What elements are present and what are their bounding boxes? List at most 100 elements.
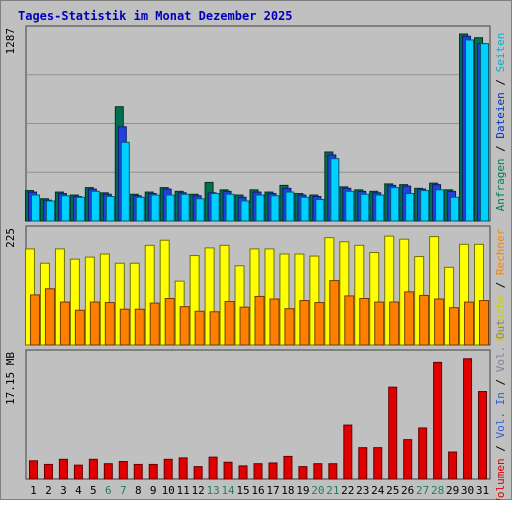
bar-seiten-day-12 bbox=[195, 198, 205, 222]
bar-seiten-day-8 bbox=[135, 196, 145, 222]
bar-rechner-day-9 bbox=[149, 302, 160, 346]
bar-rechner-day-11 bbox=[179, 306, 190, 346]
bar-volumen-day-9 bbox=[148, 463, 158, 480]
bar-volumen-day-1 bbox=[28, 460, 38, 480]
bar-seiten-day-31 bbox=[480, 43, 490, 222]
day-label-1: 1 bbox=[30, 484, 37, 497]
bar-rechner-day-18 bbox=[284, 308, 295, 346]
bar-volumen-day-2 bbox=[43, 463, 53, 480]
bar-volumen-day-24 bbox=[373, 447, 383, 480]
bar-volumen-day-18 bbox=[283, 455, 293, 480]
day-label-24: 24 bbox=[371, 484, 385, 497]
bar-seiten-day-30 bbox=[465, 39, 475, 222]
day-label-20: 20 bbox=[311, 484, 324, 497]
bar-volumen-day-5 bbox=[88, 458, 98, 480]
bar-seiten-day-18 bbox=[285, 191, 295, 222]
panel-2-legend: Besuche / Rechner bbox=[494, 228, 507, 341]
panel-2-max-label: 225 bbox=[4, 228, 17, 248]
bar-rechner-day-8 bbox=[134, 308, 145, 346]
day-label-26: 26 bbox=[401, 484, 414, 497]
bar-seiten-day-6 bbox=[105, 196, 115, 222]
day-label-25: 25 bbox=[386, 484, 399, 497]
bar-rechner-day-14 bbox=[224, 301, 235, 346]
bar-seiten-day-25 bbox=[390, 187, 400, 222]
legend-vol-out: Vol. Out bbox=[494, 319, 507, 372]
bar-rechner-day-10 bbox=[164, 297, 175, 346]
day-label-30: 30 bbox=[461, 484, 474, 497]
day-label-2: 2 bbox=[45, 484, 52, 497]
bar-seiten-day-15 bbox=[240, 200, 250, 222]
panel-1-legend: Anfragen / Dateien / Seiten bbox=[494, 33, 507, 212]
day-label-11: 11 bbox=[177, 484, 190, 497]
bar-seiten-day-9 bbox=[150, 194, 160, 222]
bar-volumen-day-10 bbox=[163, 458, 173, 480]
bar-volumen-day-7 bbox=[118, 461, 128, 480]
panel-3-legend: Volumen / Vol. In / Vol. Out bbox=[494, 319, 507, 500]
bar-volumen-day-19 bbox=[298, 466, 308, 480]
day-label-4: 4 bbox=[75, 484, 82, 497]
day-label-14: 14 bbox=[221, 484, 235, 497]
bar-seiten-day-24 bbox=[375, 194, 385, 222]
bar-rechner-day-25 bbox=[389, 301, 400, 346]
bar-rechner-day-15 bbox=[239, 306, 250, 346]
bar-volumen-day-16 bbox=[253, 463, 263, 480]
panel-2: 225 Besuche / Rechner bbox=[4, 225, 507, 346]
panel-3-plot-area bbox=[25, 349, 491, 480]
bar-volumen-day-12 bbox=[193, 466, 203, 480]
bar-rechner-day-5 bbox=[89, 301, 100, 346]
legend-seiten: Seiten bbox=[494, 33, 507, 73]
bar-rechner-day-6 bbox=[104, 302, 115, 346]
bar-besuche-day-3 bbox=[54, 248, 65, 346]
bar-seiten-day-13 bbox=[210, 193, 220, 222]
day-label-23: 23 bbox=[356, 484, 369, 497]
bar-seiten-day-23 bbox=[360, 193, 370, 222]
panel-3-max-label: 17.15 MB bbox=[4, 352, 17, 405]
day-label-15: 15 bbox=[236, 484, 249, 497]
bar-seiten-day-17 bbox=[270, 195, 280, 222]
bar-rechner-day-2 bbox=[44, 288, 55, 346]
day-label-3: 3 bbox=[60, 484, 67, 497]
day-label-8: 8 bbox=[135, 484, 142, 497]
day-label-28: 28 bbox=[431, 484, 444, 497]
day-label-17: 17 bbox=[266, 484, 279, 497]
day-label-7: 7 bbox=[120, 484, 127, 497]
bar-volumen-day-3 bbox=[58, 458, 68, 480]
bar-volumen-day-15 bbox=[238, 465, 248, 480]
day-label-10: 10 bbox=[162, 484, 175, 497]
panel-1-max-label: 1287 bbox=[4, 28, 17, 55]
bar-rechner-day-27 bbox=[419, 294, 430, 346]
bar-volumen-day-20 bbox=[313, 463, 323, 480]
bar-seiten-day-19 bbox=[300, 196, 310, 222]
bar-volumen-day-30 bbox=[463, 358, 473, 480]
bar-volumen-day-8 bbox=[133, 463, 143, 480]
day-label-16: 16 bbox=[251, 484, 264, 497]
bar-rechner-day-16 bbox=[254, 295, 265, 346]
bar-rechner-day-28 bbox=[434, 298, 445, 346]
legend-dateien: Dateien bbox=[494, 92, 507, 138]
bar-seiten-day-26 bbox=[405, 193, 415, 222]
bar-seiten-day-10 bbox=[165, 194, 175, 222]
day-label-18: 18 bbox=[281, 484, 294, 497]
bar-seiten-day-16 bbox=[255, 194, 265, 222]
bar-seiten-day-21 bbox=[330, 158, 340, 222]
day-labels: 1 2 3 4 5 6 7 8 9 10 11 12 13 14 15 16 17 18 19 20 21 22 23 24 2… bbox=[30, 484, 489, 497]
day-label-12: 12 bbox=[192, 484, 205, 497]
day-label-21: 21 bbox=[326, 484, 339, 497]
day-label-5: 5 bbox=[90, 484, 97, 497]
day-label-27: 27 bbox=[416, 484, 429, 497]
bar-volumen-day-23 bbox=[358, 447, 368, 480]
bar-seiten-day-28 bbox=[435, 189, 445, 222]
bar-rechner-day-21 bbox=[329, 280, 340, 346]
bar-rechner-day-22 bbox=[344, 295, 355, 346]
legend-besuche: Besuche bbox=[494, 295, 507, 341]
bar-seiten-day-11 bbox=[180, 193, 190, 222]
bar-rechner-day-29 bbox=[449, 307, 460, 346]
bar-seiten-day-1 bbox=[30, 194, 40, 222]
bar-volumen-day-25 bbox=[388, 386, 398, 480]
bar-volumen-day-17 bbox=[268, 462, 278, 480]
bar-volumen-day-4 bbox=[73, 464, 83, 480]
bar-rechner-day-13 bbox=[209, 311, 220, 346]
bar-volumen-day-14 bbox=[223, 461, 233, 480]
bar-volumen-day-26 bbox=[403, 439, 413, 480]
bar-rechner-day-24 bbox=[374, 301, 385, 346]
